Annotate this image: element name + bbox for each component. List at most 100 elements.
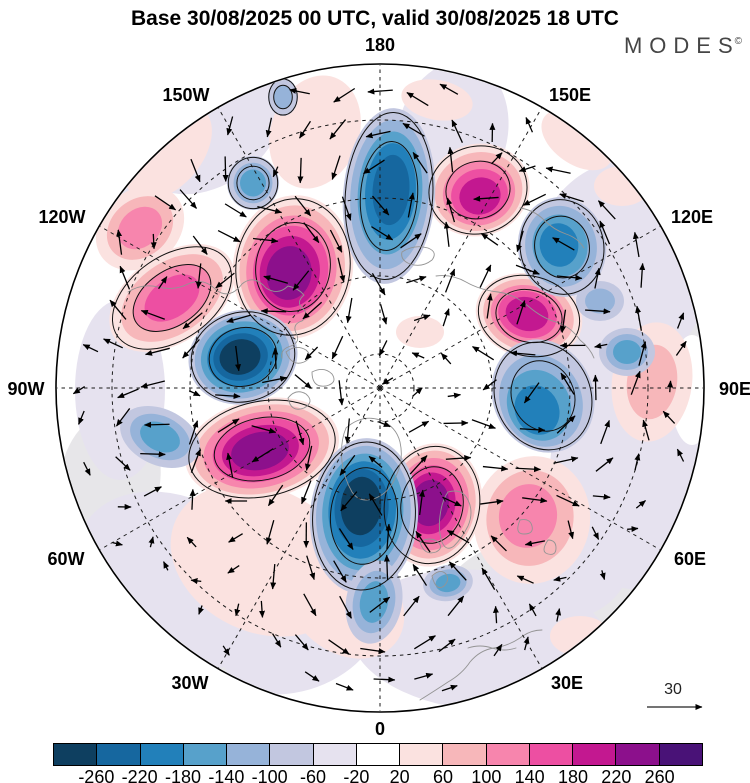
wind-arrow bbox=[479, 264, 492, 288]
wind-arrow bbox=[272, 347, 279, 369]
reference-arrow-label: 30 bbox=[664, 681, 682, 698]
wind-arrow bbox=[597, 200, 616, 220]
wind-arrow bbox=[560, 309, 567, 334]
wind-arrow bbox=[119, 265, 131, 290]
wind-arrow bbox=[333, 87, 356, 103]
wind-arrow bbox=[585, 308, 611, 315]
coastline bbox=[543, 539, 557, 555]
wind-arrow bbox=[373, 676, 396, 683]
coastline bbox=[311, 369, 335, 387]
wind-arrow bbox=[295, 420, 305, 446]
wind-arrow bbox=[412, 152, 428, 174]
wind-arrow bbox=[492, 605, 499, 624]
wind-arrow bbox=[519, 426, 546, 433]
wind-arrow bbox=[411, 352, 425, 359]
wind-arrow bbox=[190, 577, 202, 584]
wind-arrow bbox=[272, 166, 279, 178]
wind-arrow bbox=[406, 92, 429, 107]
wind-arrow bbox=[443, 420, 469, 427]
wind-arrow bbox=[524, 540, 546, 547]
wind-arrow bbox=[412, 387, 423, 397]
wind-arrow bbox=[516, 230, 524, 253]
colorbar-tick: 20 bbox=[389, 767, 410, 783]
meridian-line bbox=[217, 387, 381, 669]
wind-arrow bbox=[525, 116, 534, 133]
wind-arrow bbox=[195, 263, 202, 289]
wind-arrow bbox=[140, 309, 165, 320]
wind-arrow bbox=[438, 638, 456, 653]
colorbar-cell bbox=[573, 744, 617, 765]
meridian-line bbox=[379, 387, 543, 669]
wind-arrow bbox=[259, 600, 266, 618]
contour-ring bbox=[477, 274, 581, 358]
colorbar-cell bbox=[227, 744, 271, 765]
colorbar-cell bbox=[97, 744, 141, 765]
wind-arrow bbox=[634, 453, 641, 471]
coastline bbox=[419, 629, 543, 701]
colorbar-tick: 220 bbox=[601, 767, 632, 783]
wind-arrow bbox=[301, 480, 312, 505]
wind-arrow bbox=[560, 372, 575, 395]
wind-arrow bbox=[402, 122, 425, 137]
wind-arrow bbox=[215, 393, 241, 400]
wind-arrow bbox=[186, 536, 197, 548]
contour-ring bbox=[227, 156, 279, 210]
wind-arrow bbox=[515, 466, 542, 473]
wind-arrow bbox=[555, 608, 562, 622]
wind-arrow bbox=[329, 119, 347, 140]
wind-arrow bbox=[414, 672, 434, 680]
meridian-line bbox=[99, 387, 381, 551]
wind-arrow bbox=[306, 555, 316, 581]
wind-arrow bbox=[627, 525, 639, 532]
coastline bbox=[435, 275, 595, 359]
negative-anomaly-level bbox=[359, 581, 389, 623]
longitude-label: 90E bbox=[719, 379, 750, 399]
wind-arrow bbox=[440, 352, 452, 365]
wind-arrow bbox=[265, 117, 273, 138]
wind-arrow bbox=[381, 377, 394, 385]
wind-arrow bbox=[545, 166, 571, 174]
colorbar: -260 -220 -180 -140 -100 -60 -20 20 60 100 140 180 2… bbox=[53, 743, 703, 783]
contour-ring bbox=[188, 399, 336, 499]
colorbar-cell bbox=[443, 744, 487, 765]
wind-arrow bbox=[143, 486, 162, 497]
wind-arrow bbox=[490, 535, 507, 552]
wind-arrow bbox=[215, 272, 235, 289]
coastline bbox=[419, 538, 441, 554]
colorbar-tick: -220 bbox=[121, 767, 158, 783]
longitude-label: 180 bbox=[365, 35, 395, 55]
coastline bbox=[431, 571, 449, 589]
wind-arrow bbox=[599, 220, 611, 245]
wind-arrow bbox=[412, 564, 428, 586]
wind-arrow bbox=[523, 382, 540, 404]
wind-arrow bbox=[481, 567, 496, 590]
wind-arrow bbox=[556, 274, 583, 281]
wind-arrow bbox=[226, 452, 234, 478]
positive-anomaly-level bbox=[550, 616, 610, 656]
wind-arrow bbox=[265, 519, 275, 545]
wind-arrow bbox=[260, 308, 287, 315]
wind-arrow bbox=[341, 196, 352, 221]
colorbar-cell bbox=[616, 744, 660, 765]
wind-arrow bbox=[482, 379, 497, 391]
wind-arrow bbox=[117, 388, 139, 399]
longitude-label: 30E bbox=[551, 673, 583, 693]
wind-arrow bbox=[471, 419, 496, 429]
wind-arrow bbox=[226, 116, 234, 136]
page-title: Base 30/08/2025 00 UTC, valid 30/08/2025… bbox=[131, 7, 619, 30]
longitude-label: 30W bbox=[171, 673, 208, 693]
wind-arrow bbox=[413, 314, 431, 322]
contour-ring bbox=[400, 466, 464, 544]
wind-arrow bbox=[257, 205, 283, 214]
wind-arrow bbox=[408, 420, 430, 433]
vector-arrows bbox=[72, 83, 687, 692]
longitude-label: 0 bbox=[375, 719, 385, 739]
coastline bbox=[467, 645, 517, 651]
colorbar-cell bbox=[659, 744, 702, 765]
wind-arrow bbox=[116, 229, 123, 255]
wind-arrow bbox=[493, 643, 503, 657]
negative-anomaly-level bbox=[539, 223, 579, 267]
wind-arrow bbox=[304, 346, 319, 361]
meridian-line bbox=[99, 225, 381, 389]
